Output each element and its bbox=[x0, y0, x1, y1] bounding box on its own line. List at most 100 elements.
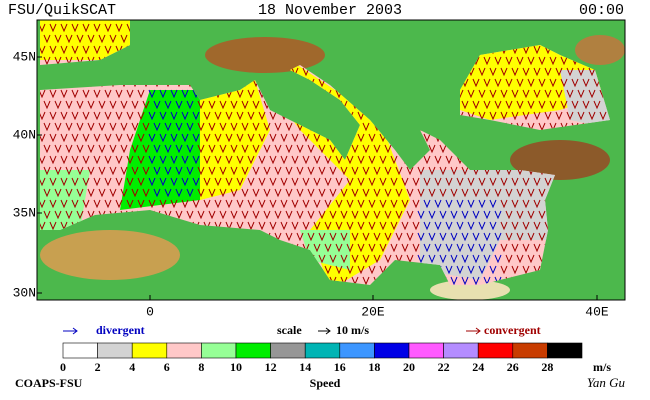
wind-arrow bbox=[489, 89, 497, 99]
wind-arrow bbox=[577, 111, 585, 121]
wind-arrow bbox=[560, 100, 568, 110]
wind-arrow bbox=[335, 243, 343, 253]
wind-arrow bbox=[500, 221, 508, 231]
legend: divergent scale 10 m/s convergent bbox=[63, 323, 541, 337]
wind-arrow bbox=[302, 133, 310, 143]
wind-arrow bbox=[93, 155, 101, 165]
wind-arrow bbox=[390, 243, 398, 253]
colorbar-label: 24 bbox=[472, 360, 484, 374]
wind-arrow bbox=[76, 210, 84, 220]
wind-arrow bbox=[225, 111, 233, 121]
wind-arrow bbox=[98, 188, 106, 198]
scale-value: 10 m/s bbox=[336, 323, 369, 337]
colorbar-label: 8 bbox=[198, 360, 204, 374]
wind-arrow bbox=[406, 210, 414, 220]
wind-arrow bbox=[137, 111, 145, 121]
wind-arrow bbox=[43, 122, 51, 132]
lon-label: 20E bbox=[361, 304, 385, 319]
wind-arrow bbox=[412, 199, 420, 209]
wind-arrow bbox=[285, 166, 293, 176]
wind-arrow bbox=[560, 78, 568, 88]
wind-arrow bbox=[505, 232, 513, 242]
wind-arrow bbox=[318, 254, 326, 264]
wind-arrow bbox=[483, 78, 491, 88]
wind-arrow bbox=[489, 221, 497, 231]
wind-arrow bbox=[285, 210, 293, 220]
wind-arrow bbox=[170, 133, 178, 143]
wind-arrow bbox=[247, 221, 255, 231]
wind-arrow bbox=[346, 265, 354, 275]
wind-arrow bbox=[115, 133, 123, 143]
wind-arrow bbox=[373, 166, 381, 176]
wind-arrow bbox=[208, 166, 216, 176]
wind-arrow bbox=[252, 188, 260, 198]
wind-arrow bbox=[82, 45, 90, 55]
wind-arrow bbox=[384, 144, 392, 154]
wind-arrow bbox=[43, 34, 51, 44]
wind-arrow bbox=[439, 232, 447, 242]
wind-arrow bbox=[417, 210, 425, 220]
wind-arrow bbox=[87, 100, 95, 110]
wind-arrow bbox=[329, 166, 337, 176]
wind-arrow bbox=[511, 199, 519, 209]
wind-arrow bbox=[461, 100, 469, 110]
wind-arrow bbox=[373, 254, 381, 264]
wind-arrow bbox=[280, 155, 288, 165]
wind-arrow bbox=[82, 23, 90, 33]
wind-arrow bbox=[263, 144, 271, 154]
wind-arrow bbox=[368, 243, 376, 253]
wind-arrow bbox=[263, 188, 271, 198]
wind-arrow bbox=[54, 100, 62, 110]
wind-arrow bbox=[98, 122, 106, 132]
wind-arrow bbox=[192, 177, 200, 187]
wind-arrow bbox=[533, 177, 541, 187]
wind-arrow bbox=[54, 188, 62, 198]
wind-arrow bbox=[489, 111, 497, 121]
wind-arrow bbox=[115, 89, 123, 99]
wind-arrow bbox=[153, 100, 161, 110]
wind-arrow bbox=[104, 133, 112, 143]
colorbar-label: 16 bbox=[334, 360, 346, 374]
wind-arrow bbox=[170, 89, 178, 99]
wind-arrow bbox=[373, 210, 381, 220]
wind-arrow bbox=[296, 166, 304, 176]
wind-arrow bbox=[65, 34, 73, 44]
wind-arrow bbox=[456, 177, 464, 187]
wind-arrow bbox=[219, 210, 227, 220]
wind-arrow bbox=[324, 243, 332, 253]
wind-arrow bbox=[126, 89, 134, 99]
wind-arrow bbox=[82, 89, 90, 99]
wind-arrow bbox=[428, 166, 436, 176]
wind-arrow bbox=[60, 199, 68, 209]
wind-arrow bbox=[516, 56, 524, 66]
wind-arrow bbox=[280, 133, 288, 143]
wind-arrow bbox=[346, 177, 354, 187]
wind-arrow bbox=[351, 188, 359, 198]
map-frame bbox=[36, 19, 626, 301]
wind-arrow bbox=[544, 177, 552, 187]
wind-arrow bbox=[291, 133, 299, 143]
wind-arrow bbox=[423, 243, 431, 253]
wind-arrow bbox=[186, 210, 194, 220]
wind-arrow bbox=[274, 188, 282, 198]
wind-arrow bbox=[445, 265, 453, 275]
wind-arrow bbox=[285, 188, 293, 198]
wind-arrow bbox=[527, 78, 535, 88]
wind-arrow bbox=[428, 144, 436, 154]
map bbox=[37, 20, 625, 300]
wind-arrow bbox=[456, 221, 464, 231]
wind-arrow bbox=[340, 210, 348, 220]
wind-arrow bbox=[60, 89, 68, 99]
wind-arrow bbox=[335, 265, 343, 275]
wind-arrow bbox=[71, 45, 79, 55]
convergent-arrow bbox=[475, 327, 481, 335]
wind-arrow bbox=[280, 221, 288, 231]
wind-arrow bbox=[467, 243, 475, 253]
wind-arrow bbox=[368, 199, 376, 209]
wind-arrow bbox=[43, 100, 51, 110]
wind-arrow bbox=[505, 56, 513, 66]
wind-arrow bbox=[104, 155, 112, 165]
wind-arrow bbox=[60, 177, 68, 187]
wind-arrow bbox=[285, 144, 293, 154]
wind-arrow bbox=[357, 133, 365, 143]
